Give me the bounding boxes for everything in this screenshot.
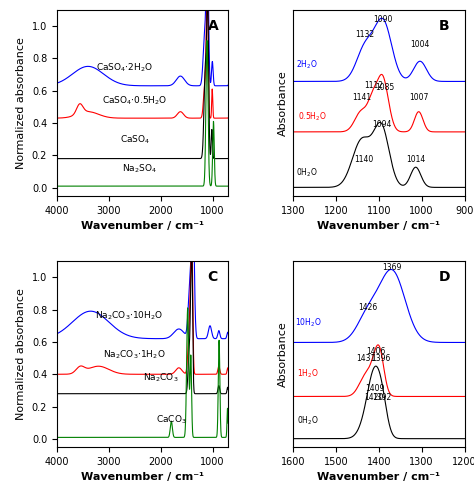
X-axis label: Wavenumber / cm⁻¹: Wavenumber / cm⁻¹ xyxy=(318,472,440,483)
Text: 1409: 1409 xyxy=(365,384,385,393)
Text: 1H$_2$O: 1H$_2$O xyxy=(297,367,319,380)
Text: Na$_2$CO$_3$: Na$_2$CO$_3$ xyxy=(143,371,178,384)
Text: 1007: 1007 xyxy=(409,93,428,102)
Text: 0.5H$_2$O: 0.5H$_2$O xyxy=(298,111,327,123)
X-axis label: Wavenumber / cm⁻¹: Wavenumber / cm⁻¹ xyxy=(318,221,440,231)
Text: 0H$_2$O: 0H$_2$O xyxy=(297,415,319,427)
Text: CaCO$_3$: CaCO$_3$ xyxy=(155,414,186,426)
Text: 1392: 1392 xyxy=(373,393,392,401)
Text: D: D xyxy=(439,270,450,284)
Text: 10H$_2$O: 10H$_2$O xyxy=(295,316,321,329)
Text: 1431: 1431 xyxy=(356,354,375,363)
Text: C: C xyxy=(208,270,218,284)
Text: 1090: 1090 xyxy=(374,15,393,24)
Y-axis label: Normalized absorbance: Normalized absorbance xyxy=(16,37,26,169)
Text: 1141: 1141 xyxy=(352,93,371,102)
Text: 1004: 1004 xyxy=(410,40,429,50)
Y-axis label: Absorbance: Absorbance xyxy=(278,321,288,387)
Text: 1369: 1369 xyxy=(383,262,402,272)
Text: Na$_2$CO$_3$$\cdot$1H$_2$O: Na$_2$CO$_3$$\cdot$1H$_2$O xyxy=(103,349,166,361)
Text: CaSO$_4$$\cdot$2H$_2$O: CaSO$_4$$\cdot$2H$_2$O xyxy=(96,62,153,74)
Text: 2H$_2$O: 2H$_2$O xyxy=(296,59,318,71)
X-axis label: Wavenumber / cm⁻¹: Wavenumber / cm⁻¹ xyxy=(81,221,204,231)
Text: 1085: 1085 xyxy=(376,83,395,91)
Y-axis label: Absorbance: Absorbance xyxy=(278,70,288,136)
Text: Na$_2$CO$_3$$\cdot$10H$_2$O: Na$_2$CO$_3$$\cdot$10H$_2$O xyxy=(95,310,164,323)
Text: 1112: 1112 xyxy=(364,81,383,90)
X-axis label: Wavenumber / cm⁻¹: Wavenumber / cm⁻¹ xyxy=(81,472,204,483)
Text: 1396: 1396 xyxy=(371,354,390,363)
Text: B: B xyxy=(439,19,449,33)
Text: A: A xyxy=(208,19,219,33)
Text: 1426: 1426 xyxy=(358,303,377,312)
Text: 1094: 1094 xyxy=(372,120,391,128)
Text: 1132: 1132 xyxy=(356,31,375,39)
Text: Na$_2$SO$_4$: Na$_2$SO$_4$ xyxy=(122,162,157,175)
Text: 1140: 1140 xyxy=(354,155,374,164)
Text: CaSO$_4$$\cdot$0.5H$_2$O: CaSO$_4$$\cdot$0.5H$_2$O xyxy=(102,94,167,107)
Y-axis label: Normalized absorbance: Normalized absorbance xyxy=(16,288,26,420)
Text: CaSO$_4$: CaSO$_4$ xyxy=(119,133,150,146)
Text: 1420: 1420 xyxy=(364,393,383,401)
Text: 1406: 1406 xyxy=(366,347,386,356)
Text: 0H$_2$O: 0H$_2$O xyxy=(296,167,318,179)
Text: 1014: 1014 xyxy=(406,155,425,164)
